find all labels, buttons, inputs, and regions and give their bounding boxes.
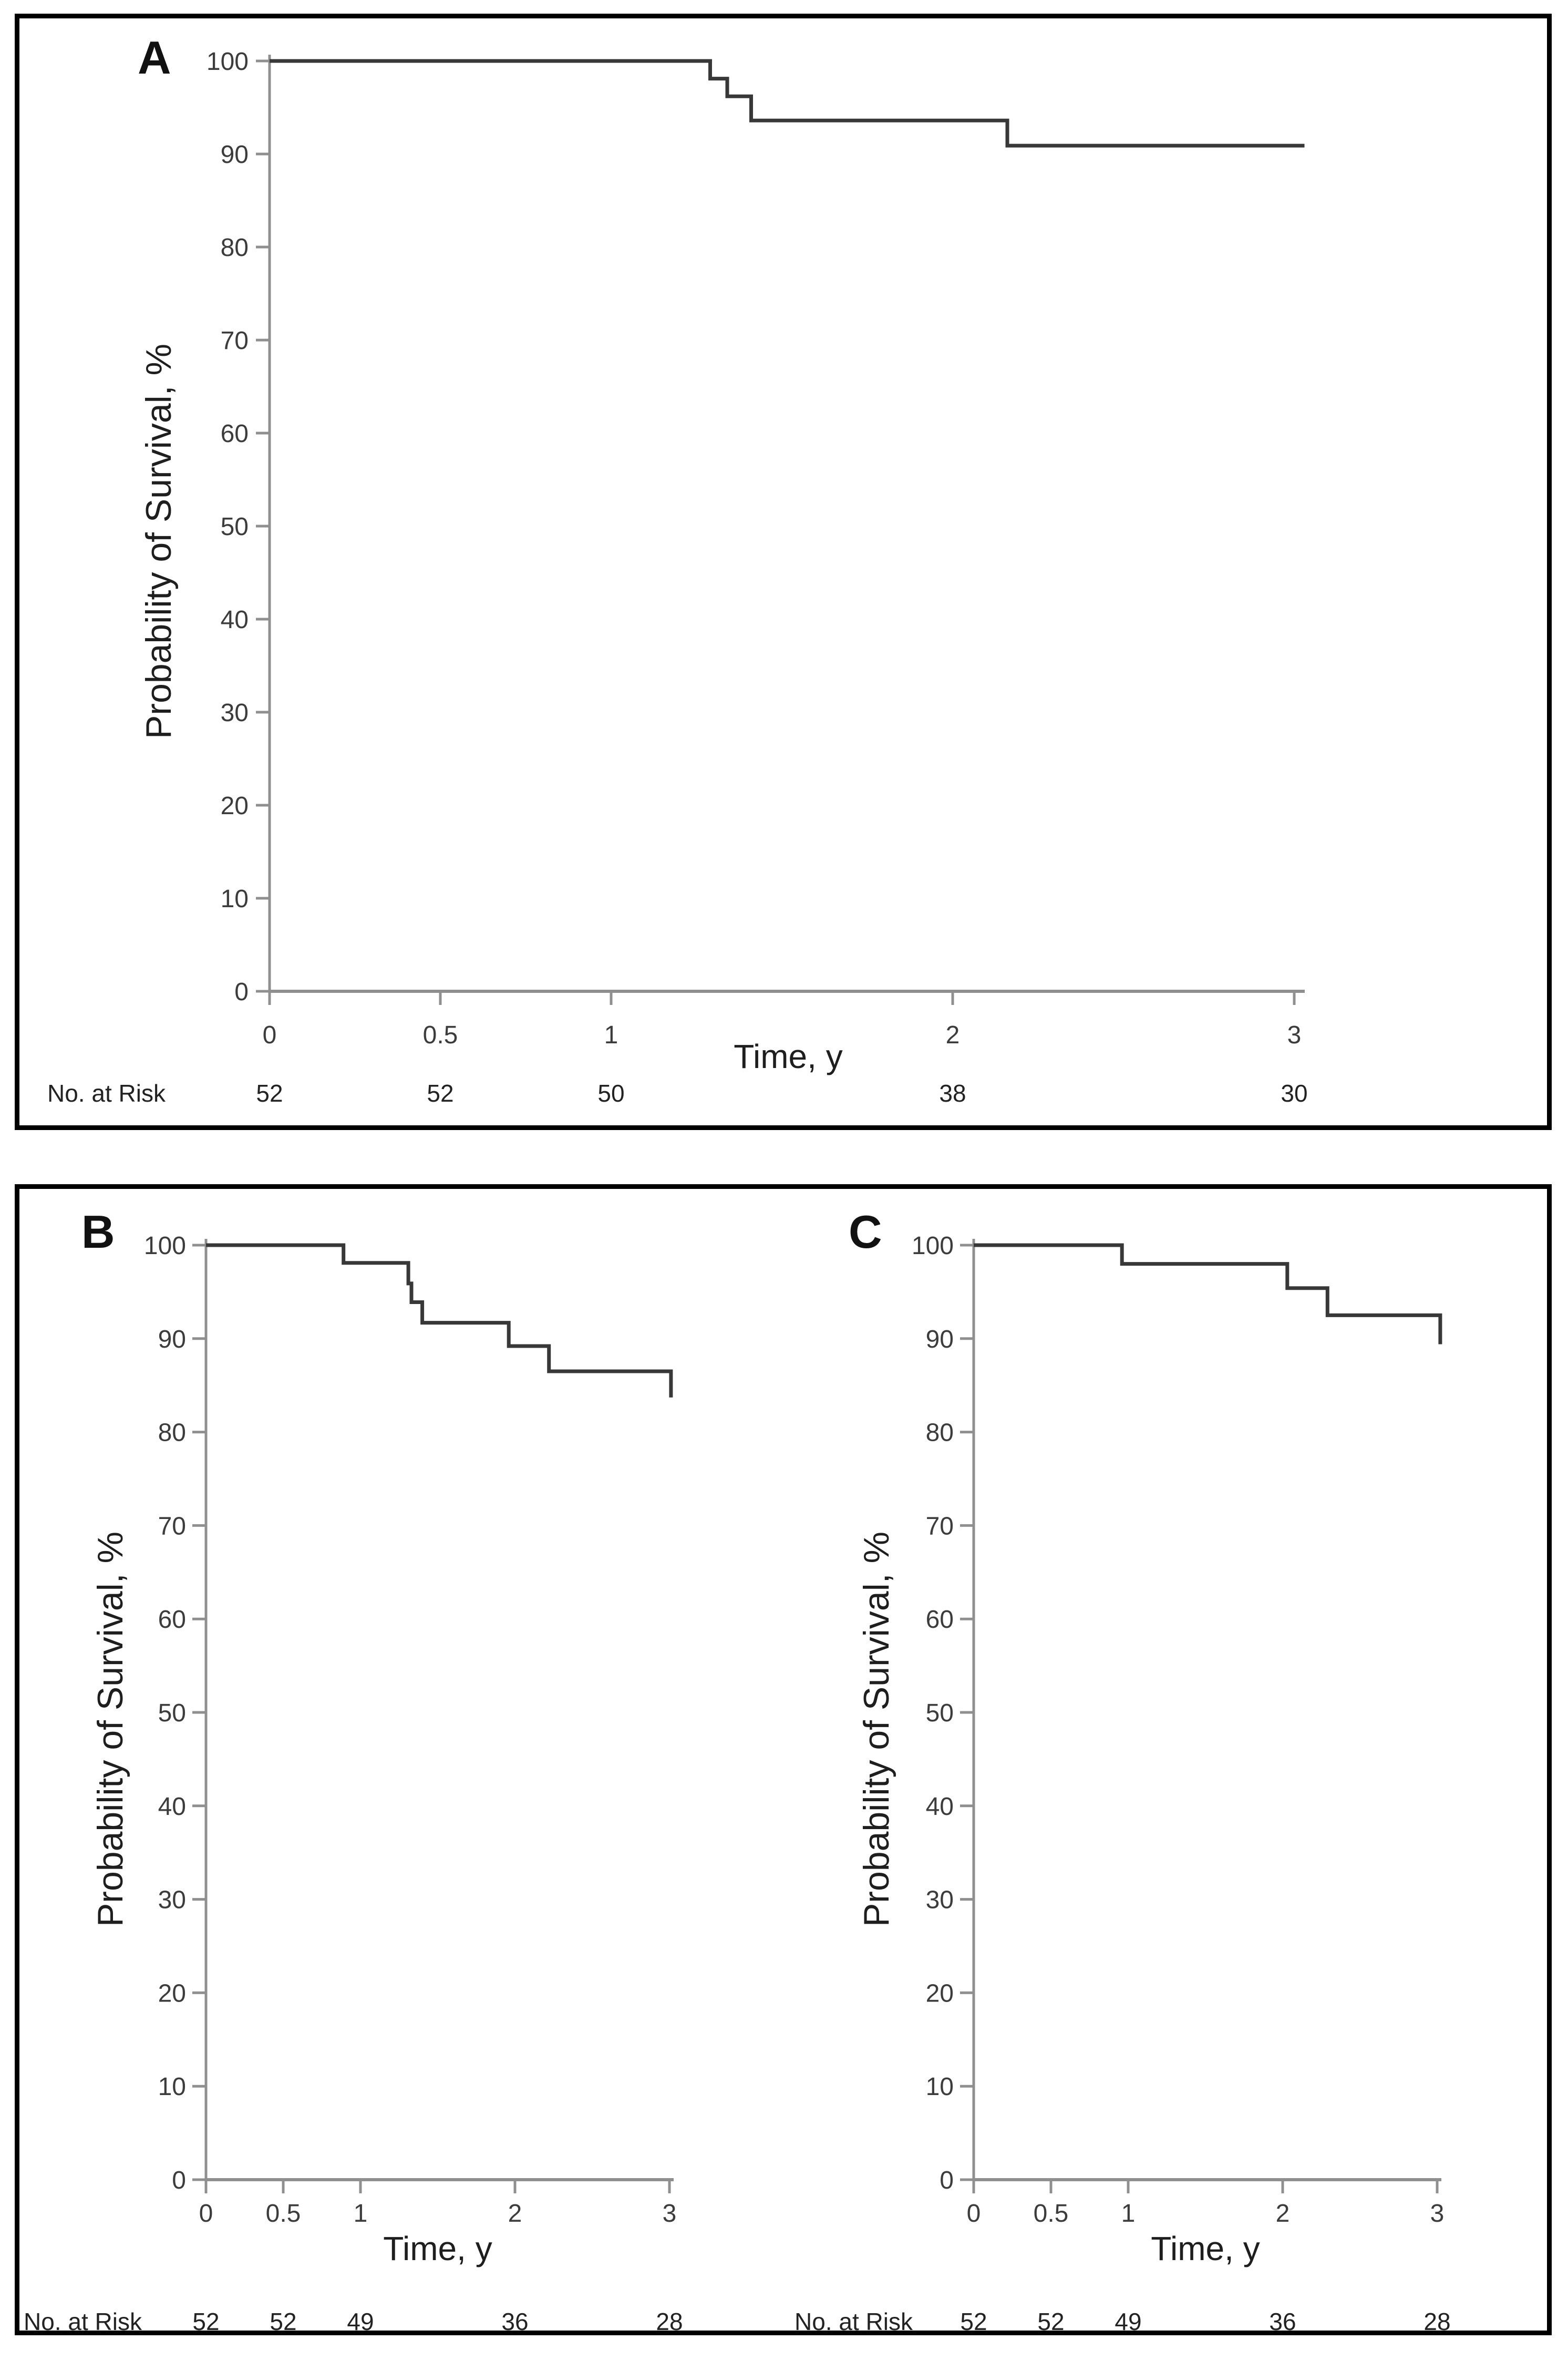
- y-tick-label: 20: [926, 1979, 954, 2007]
- y-tick-label: 100: [207, 48, 249, 76]
- y-tick-label: 100: [912, 1232, 954, 1260]
- panel-a-box: 0 10 20 30 40 50 60 70 80 90 100 0 0.5 1 2 3: [15, 14, 1552, 1130]
- panel-a-risk-value: 52: [427, 1080, 454, 1107]
- y-tick-label: 30: [221, 699, 249, 727]
- panel-c-letter: C: [849, 1206, 882, 1258]
- panel-c-risk-value: 52: [1037, 2308, 1065, 2335]
- y-tick-label: 60: [158, 1606, 186, 1634]
- panel-a-letter: A: [138, 32, 171, 84]
- panel-c-chart: 0 10 20 30 40 50 60 70 80 90 100 0 0.5 1 2 3: [912, 1232, 1445, 2228]
- panel-c-risk-value: 49: [1115, 2308, 1142, 2335]
- x-tick-label: 1: [1121, 2200, 1136, 2228]
- x-tick-label: 0.5: [1034, 2200, 1069, 2228]
- y-tick-label: 30: [926, 1886, 954, 1914]
- panel-a-chart: 0 10 20 30 40 50 60 70 80 90 100 0 0.5 1 2 3: [207, 48, 1305, 1049]
- y-tick-label: 10: [926, 2073, 954, 2101]
- x-tick-label: 0: [199, 2200, 213, 2228]
- panel-b-risk-value: 36: [501, 2308, 529, 2335]
- x-tick-label: 0.5: [266, 2200, 301, 2228]
- panel-b-letter: B: [81, 1206, 115, 1258]
- y-tick-label: 70: [926, 1512, 954, 1540]
- y-tick-label: 40: [221, 606, 249, 634]
- y-tick-label: 10: [158, 2073, 186, 2101]
- panel-c-risk-value: 28: [1423, 2308, 1451, 2335]
- panel-a-risk-label: No. at Risk: [47, 1080, 166, 1107]
- y-tick-label: 80: [158, 1419, 186, 1447]
- y-tick-label: 90: [221, 141, 249, 169]
- panel-b-y-axis-title: Probability of Survival, %: [90, 1531, 130, 1927]
- y-tick-label: 90: [158, 1326, 186, 1353]
- y-tick-label: 60: [221, 420, 249, 448]
- y-tick-label: 10: [221, 885, 249, 913]
- x-tick-label: 3: [1287, 1021, 1302, 1049]
- y-tick-label: 50: [221, 513, 249, 541]
- y-tick-label: 80: [221, 234, 249, 262]
- panel-b-risk-label: No. at Risk: [24, 2308, 142, 2335]
- x-tick-label: 2: [1276, 2200, 1290, 2228]
- x-tick-label: 1: [354, 2200, 368, 2228]
- panel-a-risk-value: 38: [939, 1080, 966, 1107]
- x-tick-label: 0: [967, 2200, 981, 2228]
- panel-a-y-axis-title: Probability of Survival, %: [139, 343, 179, 740]
- y-tick-label: 50: [926, 1699, 954, 1727]
- y-tick-label: 40: [158, 1793, 186, 1821]
- x-tick-label: 3: [663, 2200, 677, 2228]
- panel-b-risk-value: 52: [192, 2308, 220, 2335]
- panel-a-risk-value: 50: [597, 1080, 625, 1107]
- y-tick-label: 90: [926, 1326, 954, 1353]
- y-tick-label: 20: [158, 1979, 186, 2007]
- panel-c-y-axis-title: Probability of Survival, %: [857, 1531, 896, 1927]
- y-tick-label: 50: [158, 1699, 186, 1727]
- panel-c-risk-label: No. at Risk: [795, 2308, 913, 2335]
- panel-a-risk-value: 30: [1281, 1080, 1308, 1107]
- panel-a-x-axis-title: Time, y: [734, 1038, 843, 1075]
- panel-b-risk-value: 52: [270, 2308, 297, 2335]
- x-tick-label: 2: [946, 1021, 960, 1049]
- x-tick-label: 2: [508, 2200, 522, 2228]
- panel-bc-box: 0 10 20 30 40 50 60 70 80 90 100 0 0.5 1 2 3 0 10 20 30 40 5…: [15, 1184, 1552, 2335]
- y-tick-label: 0: [940, 2167, 954, 2194]
- panel-b-risk-value: 28: [656, 2308, 683, 2335]
- survival-curve: [974, 1243, 1442, 1344]
- survival-curve: [206, 1243, 673, 1398]
- x-tick-label: 0.5: [423, 1021, 458, 1049]
- y-tick-label: 40: [926, 1793, 954, 1821]
- panel-c-x-axis-title: Time, y: [1151, 2230, 1260, 2267]
- y-tick-label: 0: [234, 978, 249, 1006]
- panel-c-risk-value: 36: [1269, 2308, 1296, 2335]
- panel-b-risk-value: 49: [347, 2308, 374, 2335]
- y-tick-label: 0: [172, 2167, 186, 2194]
- panel-b-chart: 0 10 20 30 40 50 60 70 80 90 100 0 0.5 1 2 3: [144, 1232, 677, 2228]
- y-tick-label: 100: [144, 1232, 186, 1260]
- y-tick-label: 80: [926, 1419, 954, 1447]
- panel-b-x-axis-title: Time, y: [383, 2230, 492, 2267]
- y-tick-label: 60: [926, 1606, 954, 1634]
- y-tick-label: 70: [158, 1512, 186, 1540]
- y-tick-label: 70: [221, 327, 249, 355]
- y-tick-label: 30: [158, 1886, 186, 1914]
- survival-curve: [270, 59, 1305, 148]
- panel-c-risk-value: 52: [960, 2308, 987, 2335]
- x-tick-label: 0: [263, 1021, 277, 1049]
- panel-a-risk-value: 52: [256, 1080, 283, 1107]
- x-tick-label: 1: [604, 1021, 618, 1049]
- x-tick-label: 3: [1430, 2200, 1445, 2228]
- y-tick-label: 20: [221, 792, 249, 820]
